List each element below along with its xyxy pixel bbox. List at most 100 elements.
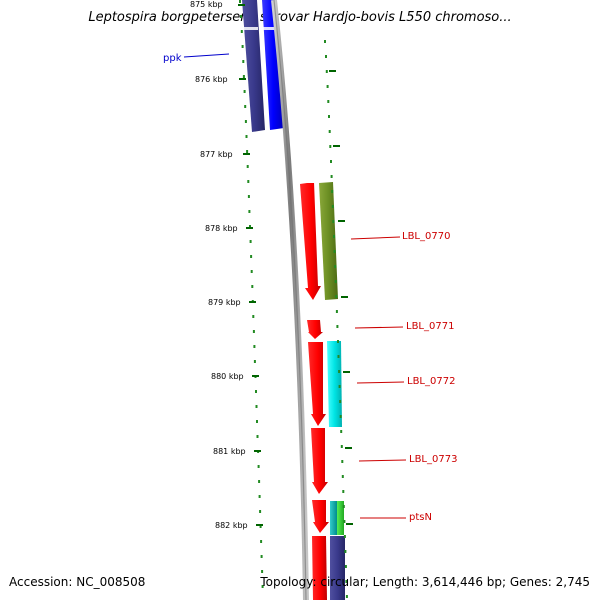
scale-dot bbox=[343, 520, 346, 523]
ruler-tick-label: 876 kbp bbox=[195, 75, 228, 84]
map-title: Leptospira borgpetersenii serovar Hardjo… bbox=[88, 10, 512, 25]
scale-dot bbox=[339, 415, 342, 418]
scale-dot bbox=[260, 555, 263, 558]
scale-dot bbox=[258, 480, 261, 483]
cds-feature[interactable] bbox=[312, 500, 329, 533]
scale-dot bbox=[250, 255, 253, 258]
gene-name: LBL_0771 bbox=[406, 321, 454, 332]
scale-dot bbox=[259, 510, 262, 513]
ruler-tick-label: 879 kbp bbox=[208, 298, 241, 307]
gene-name: LBL_0770 bbox=[402, 231, 450, 242]
scale-dot bbox=[345, 595, 348, 598]
scale-dot bbox=[339, 400, 342, 403]
scale-dot bbox=[251, 285, 254, 288]
gene-label-ptsn[interactable]: ptsN bbox=[360, 512, 432, 523]
scale-dot bbox=[341, 475, 344, 478]
ruler-tick-label: 875 kbp bbox=[190, 0, 223, 9]
position-ruler: 875 kbp 876 kbp 877 kbp 878 kbp 879 kbp … bbox=[190, 0, 263, 530]
ruler-tick-label: 882 kbp bbox=[215, 521, 248, 530]
cds-feature[interactable] bbox=[312, 536, 327, 600]
scale-dot bbox=[244, 120, 247, 123]
scale-dot bbox=[325, 55, 327, 58]
gene-name: ppk bbox=[163, 53, 182, 64]
gene-label-ppk[interactable]: ppk bbox=[163, 53, 230, 64]
scale-dot bbox=[246, 165, 249, 168]
scale-dot bbox=[328, 130, 331, 133]
scale-dot bbox=[247, 180, 250, 183]
ruler-tick-label: 877 kbp bbox=[200, 150, 233, 159]
reverse-strand-track bbox=[300, 181, 329, 600]
right-dotted-scale bbox=[324, 40, 348, 598]
cds-feature[interactable] bbox=[308, 342, 326, 426]
gene-name: ptsN bbox=[409, 512, 432, 523]
cds-feature[interactable] bbox=[319, 182, 338, 300]
scale-dot bbox=[247, 195, 250, 198]
cds-feature[interactable] bbox=[300, 182, 321, 300]
scale-dot bbox=[344, 550, 347, 553]
ruler-tick-label: 881 kbp bbox=[213, 447, 246, 456]
scale-dot bbox=[338, 370, 341, 373]
ruler-tick-label: 878 kbp bbox=[205, 224, 238, 233]
cds-feature[interactable] bbox=[337, 501, 344, 535]
scale-dot bbox=[241, 45, 244, 48]
cds-feature[interactable] bbox=[242, 0, 265, 132]
cds-feature[interactable] bbox=[311, 428, 328, 494]
scale-dot bbox=[340, 445, 343, 448]
ruler-tick-label: 880 kbp bbox=[211, 372, 244, 381]
cds-feature[interactable] bbox=[330, 501, 337, 535]
scale-dot bbox=[333, 235, 335, 238]
cds-feature[interactable] bbox=[330, 536, 345, 600]
scale-dot bbox=[329, 145, 332, 148]
cds-feature[interactable] bbox=[262, 0, 284, 130]
scale-dot bbox=[246, 150, 249, 153]
cog-category-track bbox=[319, 182, 345, 600]
scale-dot bbox=[255, 390, 257, 393]
scale-dot bbox=[249, 240, 252, 243]
scale-dot bbox=[334, 265, 337, 268]
scale-dot bbox=[253, 345, 256, 348]
scale-dot bbox=[242, 60, 245, 63]
scale-dot bbox=[240, 15, 242, 18]
gene-label-lbl-0772[interactable]: LBL_0772 bbox=[356, 376, 455, 387]
scale-dot bbox=[259, 525, 262, 528]
scale-dot bbox=[239, 0, 241, 3]
scale-dot bbox=[252, 330, 255, 333]
scale-dot bbox=[258, 495, 261, 498]
scale-dot bbox=[250, 270, 253, 273]
scale-dot bbox=[240, 30, 243, 33]
scale-dot bbox=[260, 540, 263, 543]
gene-name: LBL_0772 bbox=[407, 376, 455, 387]
scale-dot bbox=[342, 505, 345, 508]
scale-dot bbox=[244, 105, 247, 108]
scale-dot bbox=[331, 190, 334, 193]
scale-dot bbox=[335, 295, 338, 298]
scale-dot bbox=[335, 310, 338, 313]
genome-summary-text: Topology: circular; Length: 3,614,446 bp… bbox=[260, 575, 590, 589]
scale-dot bbox=[256, 420, 258, 423]
scale-dot bbox=[338, 385, 341, 388]
scale-dot bbox=[325, 70, 328, 73]
scale-dot bbox=[341, 460, 344, 463]
scale-dot bbox=[330, 160, 332, 163]
scale-dot bbox=[334, 280, 337, 283]
scale-dot bbox=[337, 340, 339, 343]
scale-dot bbox=[340, 430, 343, 433]
cds-feature[interactable] bbox=[307, 320, 323, 339]
scale-dot bbox=[245, 135, 248, 138]
scale-dot bbox=[253, 360, 256, 363]
gene-label-lbl-0771[interactable]: LBL_0771 bbox=[354, 321, 454, 332]
scale-dot bbox=[243, 90, 246, 93]
gene-label-lbl-0770[interactable]: LBL_0770 bbox=[350, 231, 450, 242]
forward-strand-track bbox=[242, 0, 284, 132]
scale-dot bbox=[257, 465, 260, 468]
scale-dot bbox=[249, 225, 251, 228]
gene-label-lbl-0773[interactable]: LBL_0773 bbox=[358, 454, 457, 465]
scale-dot bbox=[255, 405, 258, 408]
scale-dot bbox=[252, 315, 255, 318]
scale-dot bbox=[332, 220, 335, 223]
scale-dot bbox=[328, 115, 330, 118]
scale-dot bbox=[261, 570, 264, 573]
cds-feature[interactable] bbox=[327, 341, 342, 427]
